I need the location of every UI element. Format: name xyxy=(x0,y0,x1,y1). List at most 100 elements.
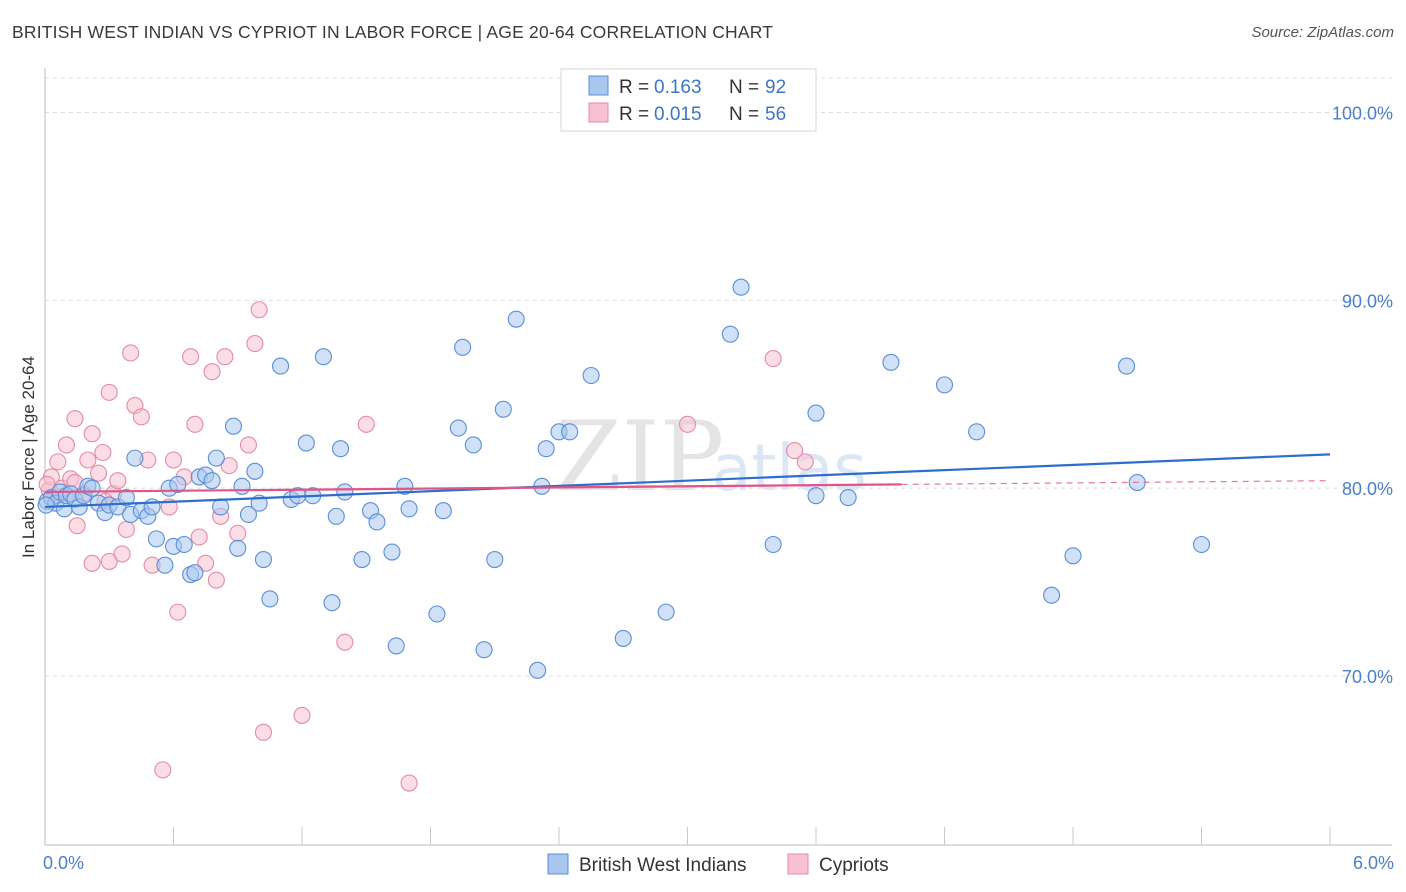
cypriots-point xyxy=(220,457,238,475)
british-west-indians-point xyxy=(1064,547,1082,565)
british-west-indians-point xyxy=(839,489,857,507)
cypriots-point xyxy=(113,545,131,563)
british-west-indians-point xyxy=(314,348,332,366)
legend-top: R = 0.163 N = 92 R = 0.015 N = 56 xyxy=(560,68,817,132)
british-west-indians-point xyxy=(272,357,290,375)
cypriots-point xyxy=(254,723,273,741)
british-west-indians-point xyxy=(224,417,243,435)
british-west-indians-point xyxy=(582,366,600,385)
british-west-indians-point xyxy=(169,475,187,493)
cypriots-point xyxy=(117,520,135,539)
british-west-indians-point xyxy=(353,550,371,569)
legend-n-value-1: 92 xyxy=(765,77,786,98)
cypriots-point xyxy=(250,301,268,319)
british-west-indians-point xyxy=(614,629,632,647)
legend-r-value-2: 0.015 xyxy=(654,104,702,125)
cypriots-point xyxy=(197,554,215,572)
british-west-indians-point xyxy=(175,535,193,554)
cypriots-point xyxy=(57,436,75,454)
british-west-indians-point xyxy=(537,440,555,458)
british-west-indians-point xyxy=(454,338,472,356)
cypriots-point xyxy=(182,348,200,366)
cypriots-point xyxy=(83,554,101,572)
british-west-indians-point xyxy=(1117,357,1136,375)
y-tick-label-90: 90.0% xyxy=(1342,291,1393,311)
british-west-indians-point xyxy=(327,507,345,525)
cypriots-point xyxy=(68,517,86,535)
british-west-indians-point xyxy=(156,556,174,574)
cypriots-point xyxy=(203,363,221,381)
legend-bottom: British West Indians Cypriots xyxy=(547,853,889,876)
british-west-indians-point xyxy=(475,641,493,659)
british-west-indians-point xyxy=(246,462,264,480)
legend-n-label-2: N = xyxy=(729,104,759,125)
cypriots-point xyxy=(154,761,172,779)
cypriots-point xyxy=(109,472,127,490)
cypriots-point xyxy=(336,633,354,651)
british-west-indians-point xyxy=(336,483,354,501)
british-west-indians-point xyxy=(561,423,579,441)
source-credit: Source: ZipAtlas.com xyxy=(1251,24,1394,41)
british-west-indians-point xyxy=(721,325,739,343)
cypriots-point xyxy=(293,706,311,724)
british-west-indians-point xyxy=(323,594,341,612)
y-axis-tick-labels: 70.0% 80.0% 90.0% 100.0% xyxy=(1332,104,1393,687)
british-west-indians-point xyxy=(254,550,273,569)
watermark-zip: ZIP xyxy=(555,401,724,513)
legend-n-value-2: 56 xyxy=(765,104,786,125)
legend-bottom-blue-swatch xyxy=(547,853,569,875)
cypriots-point xyxy=(246,335,264,353)
trendline-british-west-indians xyxy=(44,453,1331,509)
y-tick-label-70: 70.0% xyxy=(1342,667,1393,687)
british-west-indians-point xyxy=(212,498,230,516)
british-west-indians-point xyxy=(261,590,279,608)
british-west-indians-point xyxy=(239,505,258,524)
british-west-indians-point xyxy=(529,661,547,679)
cypriots-point xyxy=(186,415,204,433)
legend-bottom-pink-swatch xyxy=(787,853,809,875)
trendline-cypriots-extension xyxy=(901,480,1331,486)
cypriots-point xyxy=(796,453,814,471)
trendlines xyxy=(44,453,1331,509)
legend-blue-swatch xyxy=(588,75,609,96)
british-west-indians-point xyxy=(396,477,414,495)
british-west-indians-point xyxy=(449,419,467,437)
british-west-indians-point xyxy=(117,489,135,507)
british-west-indians-point xyxy=(203,472,221,490)
british-west-indians-point xyxy=(400,500,418,518)
british-west-indians-point xyxy=(882,353,900,371)
british-west-indians-point xyxy=(147,530,165,548)
british-west-indians-point xyxy=(968,423,986,441)
british-west-indians-point xyxy=(297,434,315,452)
british-west-indians-point xyxy=(434,502,452,520)
cypriots-point xyxy=(49,453,67,471)
british-west-indians-point xyxy=(368,513,386,531)
y-axis-label: In Labor Force | Age 20-64 xyxy=(19,356,38,558)
british-west-indians-point xyxy=(935,376,954,394)
cypriots-point xyxy=(764,350,782,368)
british-west-indians-point xyxy=(186,564,204,582)
cypriots-point xyxy=(100,552,118,570)
legend-bottom-pink-label: Cypriots xyxy=(819,855,889,876)
british-west-indians-point xyxy=(37,496,55,514)
cypriots-point xyxy=(357,415,375,433)
british-west-indians-point xyxy=(233,477,251,495)
cypriots-point xyxy=(786,442,804,460)
cypriots-point xyxy=(83,425,101,443)
british-west-indians-point xyxy=(807,404,825,422)
british-west-indians-point xyxy=(486,550,504,569)
cypriots-point xyxy=(239,436,258,454)
british-west-indians-point xyxy=(83,479,101,497)
cypriots-point xyxy=(207,571,225,589)
cypriots-point xyxy=(164,451,183,469)
x-tick-label-min: 0.0% xyxy=(43,853,84,873)
british-west-indians-point xyxy=(383,543,401,561)
british-west-indians-point xyxy=(207,449,225,467)
series-british-west-indians xyxy=(37,278,1211,679)
cypriots-point xyxy=(94,443,112,462)
british-west-indians-point xyxy=(464,436,482,454)
legend-r-label-2: R = xyxy=(619,104,649,125)
british-west-indians-point xyxy=(732,278,750,296)
legend-bottom-blue-label: British West Indians xyxy=(579,855,747,876)
legend-r-label-1: R = xyxy=(619,77,649,98)
